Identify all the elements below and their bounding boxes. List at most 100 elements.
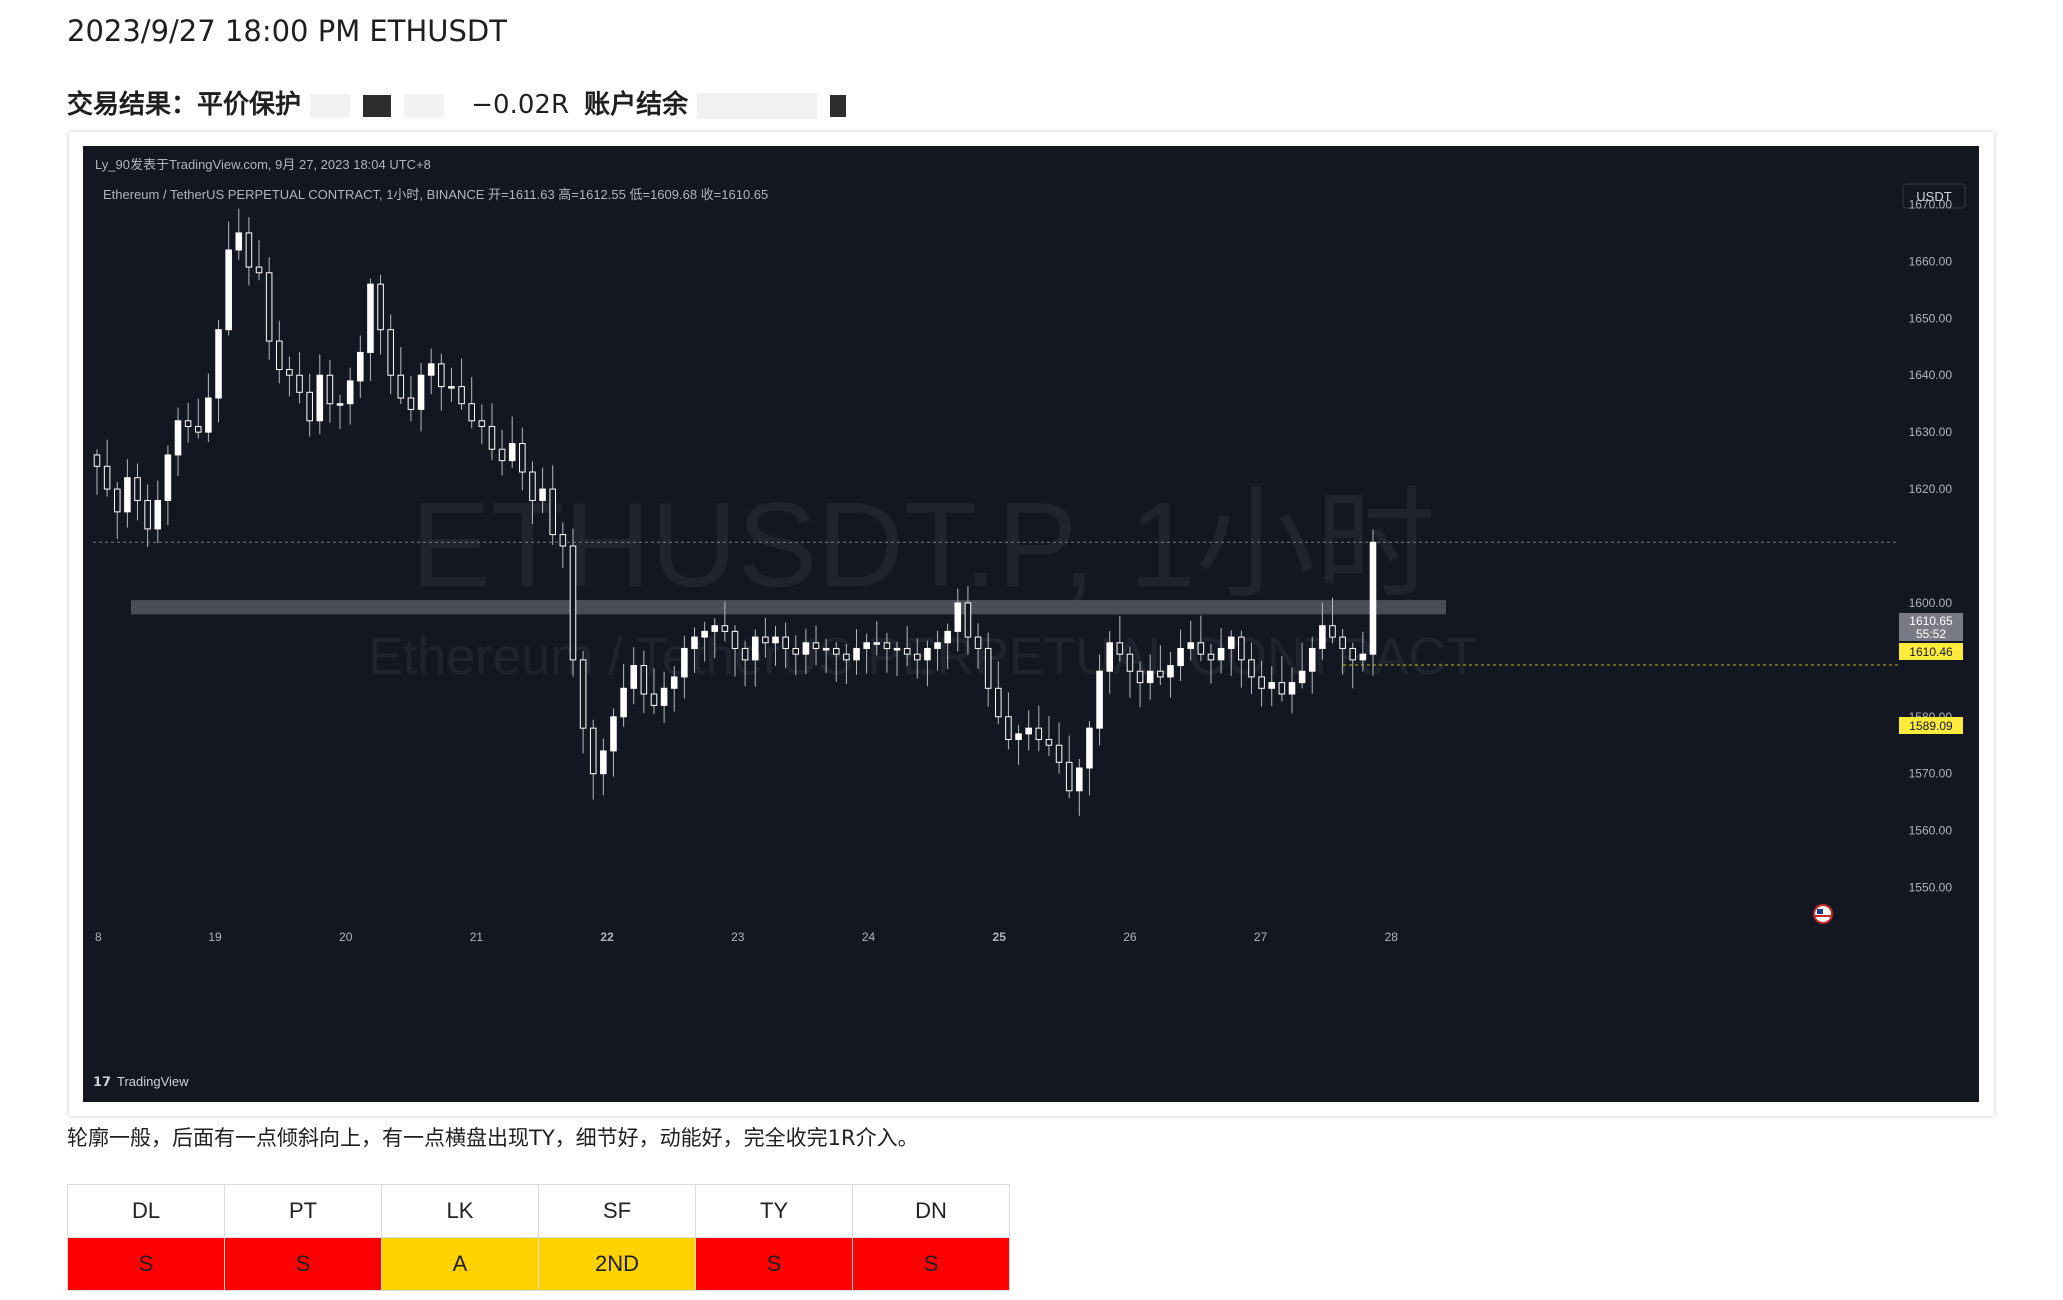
candle-bearish	[286, 369, 293, 376]
time-axis-tick: 22	[600, 930, 614, 944]
price-tag-last-value: 1610.65	[1909, 614, 1953, 628]
candle-bearish	[1055, 744, 1063, 763]
candle-bullish	[1359, 653, 1367, 661]
candle-bullish	[802, 642, 810, 655]
candle-bearish	[1278, 682, 1286, 695]
candle-bearish	[113, 488, 121, 513]
candle-bullish	[701, 630, 708, 638]
candle-bullish	[772, 636, 779, 644]
candle-bullish	[1308, 647, 1316, 672]
candle-bearish	[296, 374, 303, 393]
candle-bullish	[1146, 670, 1154, 684]
candle-bearish	[762, 636, 769, 644]
redacted-block	[363, 94, 392, 117]
candle-bearish	[843, 653, 850, 661]
price-tag-level-bg	[1899, 717, 1963, 734]
candle-bearish	[984, 647, 992, 689]
candle-bullish	[934, 642, 941, 649]
candle-bullish	[893, 647, 901, 651]
candle-bearish	[1248, 659, 1255, 678]
candle-bullish	[1288, 682, 1296, 695]
symbol-ohlc-line: Ethereum / TetherUS PERPETUAL CONTRACT, …	[103, 187, 768, 202]
time-axis-tick: 23	[731, 930, 745, 944]
trade-caption: 轮廓一般，后面有一点倾斜向上，有一点横盘出现TY，细节好，动能好，完全收完1R介…	[67, 1126, 919, 1150]
candle-bearish	[974, 636, 982, 649]
candle-bearish	[914, 653, 921, 661]
price-tag-mark: 1610.46	[1899, 643, 1963, 660]
price-tag-level-value: 1589.09	[1909, 719, 1953, 733]
candle-bullish	[924, 647, 931, 661]
candle-bullish	[751, 636, 759, 661]
candle-bullish	[154, 499, 162, 530]
candle-bearish	[265, 272, 273, 342]
candle-bullish	[873, 642, 881, 645]
r-value: −0.02R	[471, 90, 570, 120]
candle-bearish	[397, 374, 405, 399]
candle-bearish	[144, 499, 151, 530]
candle-bullish	[681, 647, 688, 678]
candle-bearish	[782, 636, 789, 649]
price-axis-tick: 1620.00	[1909, 482, 1953, 496]
candle-bullish	[336, 403, 344, 406]
candle-bullish	[1177, 647, 1184, 667]
candle-bearish	[387, 329, 394, 376]
result-label: 交易结果：平价保护	[67, 90, 302, 120]
account-label: 账户结余	[584, 90, 689, 120]
candle-bullish	[1369, 541, 1377, 655]
tradingview-logo-mark: 𝟭𝟳	[93, 1074, 111, 1089]
grade-header-pt: PT	[224, 1184, 382, 1238]
candle-bullish	[367, 283, 374, 353]
candle-bearish	[579, 659, 587, 729]
grade-header-ty: TY	[695, 1184, 853, 1238]
price-axis-tick: 1560.00	[1909, 824, 1953, 838]
candle-bullish	[174, 420, 182, 456]
candle-bearish	[731, 630, 739, 649]
candle-bearish	[1207, 653, 1215, 661]
candle-bullish	[1319, 625, 1326, 649]
price-tag-countdown: 55:52	[1916, 627, 1946, 641]
candlestick-chart: ETHUSDT.P, 1小时 Ethereum / TetherUS PERPE…	[93, 157, 1966, 1089]
candle-bullish	[1106, 642, 1113, 672]
candle-bearish	[1065, 761, 1073, 792]
grade-header-lk: LK	[381, 1184, 539, 1238]
redacted-blur	[310, 93, 351, 118]
price-tag-mark-bg	[1899, 643, 1963, 660]
candle-bullish	[1187, 642, 1194, 649]
price-axis: 1670.00 1660.00 1650.00 1640.00 1630.00 1620.…	[1909, 197, 1953, 894]
candle-bearish	[792, 647, 800, 655]
redacted-blur	[404, 93, 445, 118]
price-axis-tick: 1570.00	[1909, 767, 1953, 781]
us-flag-icon[interactable]	[1813, 904, 1833, 924]
candle-bullish	[357, 351, 364, 382]
candle-bullish	[620, 687, 627, 718]
candle-bearish	[569, 545, 577, 661]
candle-bearish	[103, 465, 111, 490]
candle-bearish	[306, 391, 313, 422]
candle-bullish	[508, 443, 516, 462]
candle-bearish	[245, 232, 253, 268]
candle-bearish	[650, 693, 658, 706]
candle-bearish	[903, 647, 911, 655]
candle-bullish	[954, 602, 962, 632]
currency-button[interactable]	[1902, 183, 1966, 209]
grades-table: DL PT LK SF TY DN S S A 2ND S S	[67, 1184, 1010, 1291]
candle-bullish	[417, 374, 425, 410]
candles-group	[93, 208, 1377, 816]
candle-bearish	[812, 642, 820, 649]
time-axis-tick: 28	[1385, 930, 1399, 944]
candle-bullish	[1167, 665, 1174, 678]
candle-bullish	[124, 477, 131, 513]
candle-bullish	[822, 647, 830, 651]
candle-bullish	[863, 642, 870, 649]
candle-bearish	[377, 283, 384, 331]
watermark-subtitle: Ethereum / TetherUS PERPETUAL CONTRACT	[368, 628, 1478, 686]
candle-bullish	[1268, 682, 1276, 689]
candle-bullish	[610, 716, 617, 752]
grade-value-dl: S	[67, 1237, 225, 1291]
candle-bearish	[1126, 653, 1134, 672]
price-tag-last-bg	[1899, 613, 1963, 641]
time-axis-tick: 8	[95, 930, 102, 944]
trade-result-line: 交易结果：平价保护 −0.02R 账户结余	[67, 84, 850, 121]
candle-bearish	[1238, 636, 1245, 661]
candle-bearish	[589, 727, 597, 775]
